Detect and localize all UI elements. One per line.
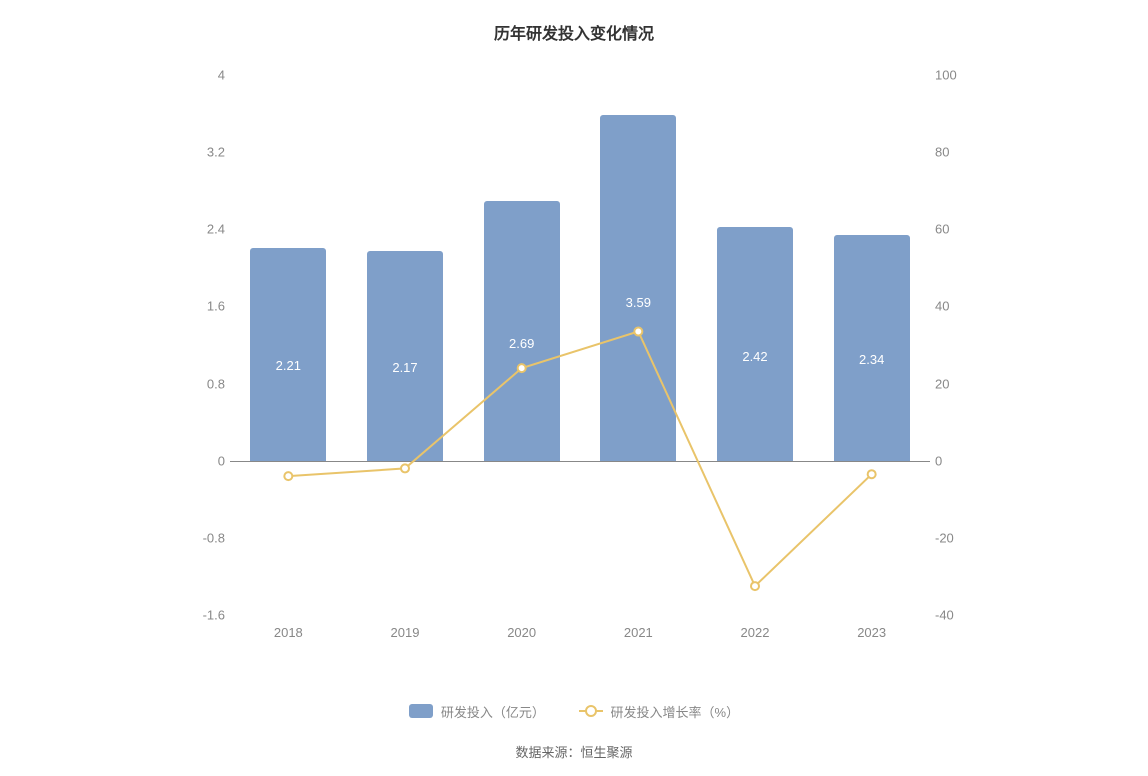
y-left-tick: 0.8	[190, 376, 225, 391]
y-right-tick: 80	[935, 145, 975, 160]
y-right-tick: 40	[935, 299, 975, 314]
x-tick: 2022	[741, 625, 770, 640]
y-left-tick: 1.6	[190, 299, 225, 314]
y-left-tick: 0	[190, 453, 225, 468]
y-left-tick: -0.8	[190, 530, 225, 545]
x-tick: 2020	[507, 625, 536, 640]
x-tick: 2019	[391, 625, 420, 640]
plot-area: -1.6-0.800.81.62.43.24-40-20020406080100…	[230, 75, 930, 615]
x-tick: 2021	[624, 625, 653, 640]
y-left-tick: 2.4	[190, 222, 225, 237]
growth-line	[230, 75, 930, 615]
x-tick: 2023	[857, 625, 886, 640]
legend: 研发投入（亿元） 研发投入增长率（%）	[0, 702, 1148, 722]
y-left-tick: -1.6	[190, 608, 225, 623]
legend-bar-label: 研发投入（亿元）	[441, 702, 545, 721]
source-label: 数据来源：恒生聚源	[0, 742, 1148, 761]
legend-item-line: 研发投入增长率（%）	[579, 702, 740, 721]
y-left-tick: 4	[190, 68, 225, 83]
x-tick: 2018	[274, 625, 303, 640]
y-right-tick: 20	[935, 376, 975, 391]
y-right-tick: 60	[935, 222, 975, 237]
chart-area: -1.6-0.800.81.62.43.24-40-20020406080100…	[190, 60, 970, 650]
chart-title: 历年研发投入变化情况	[0, 0, 1148, 44]
y-right-tick: -40	[935, 608, 975, 623]
y-right-tick: -20	[935, 530, 975, 545]
legend-line-label: 研发投入增长率（%）	[611, 702, 740, 721]
legend-bar-swatch	[409, 704, 433, 718]
y-right-tick: 100	[935, 68, 975, 83]
legend-item-bar: 研发投入（亿元）	[409, 702, 545, 721]
y-right-tick: 0	[935, 453, 975, 468]
y-left-tick: 3.2	[190, 145, 225, 160]
legend-line-swatch	[579, 704, 603, 718]
